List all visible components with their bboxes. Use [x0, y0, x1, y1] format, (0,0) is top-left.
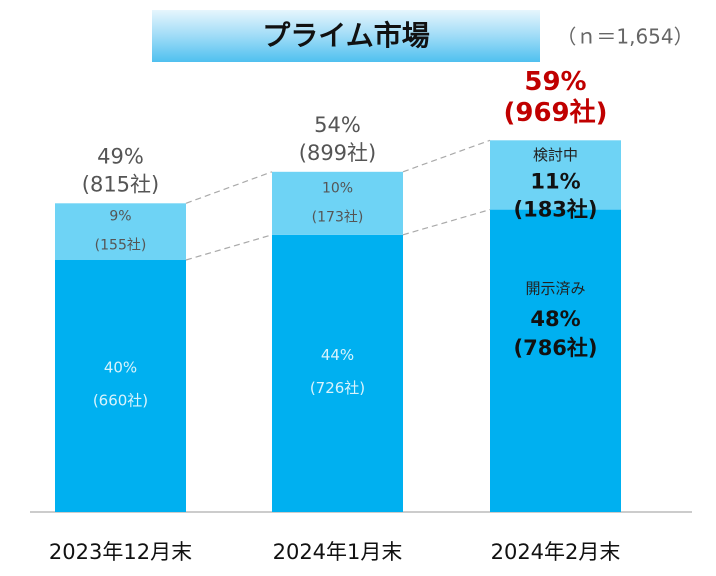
total-count-label: (815社) — [82, 172, 159, 196]
connector — [185, 234, 273, 261]
x-tick-label: 2024年1月末 — [273, 540, 403, 564]
total-count-label: (899社) — [299, 141, 376, 165]
count-label: (173社) — [312, 209, 364, 225]
bar-segment — [490, 140, 621, 210]
value-label: 11% — [530, 169, 580, 193]
total-label: 54% — [314, 113, 361, 137]
count-label: (660社) — [93, 392, 148, 410]
bar-segment — [272, 234, 403, 513]
value-label: 44% — [321, 346, 354, 364]
total-count-label: (969社) — [503, 97, 607, 128]
bar-segment — [272, 171, 403, 235]
x-tick-label: 2024年2月末 — [491, 540, 621, 564]
connector — [402, 139, 491, 173]
count-label: (183社) — [513, 197, 597, 221]
total-label: 59% — [524, 67, 586, 97]
count-label: (155社) — [95, 238, 147, 254]
value-label: 9% — [109, 209, 131, 225]
value-label: 40% — [104, 359, 137, 377]
total-label: 49% — [97, 144, 144, 168]
x-tick-label: 2023年12月末 — [49, 540, 192, 564]
series-name: 検討中 — [533, 146, 578, 164]
series-name: 開示済み — [525, 279, 585, 297]
bar-segment — [490, 209, 621, 512]
connector — [402, 209, 491, 236]
value-label: 10% — [322, 180, 353, 196]
title-box — [152, 10, 540, 62]
value-label: 48% — [530, 307, 580, 331]
chart-subtitle: （ｎ＝1,654） — [556, 25, 693, 49]
count-label: (786社) — [513, 336, 597, 360]
connector — [185, 171, 273, 204]
bar-segment — [55, 203, 186, 260]
count-label: (726社) — [310, 379, 365, 397]
bar-segment — [55, 260, 186, 512]
chart-title: プライム市場 — [262, 19, 429, 52]
